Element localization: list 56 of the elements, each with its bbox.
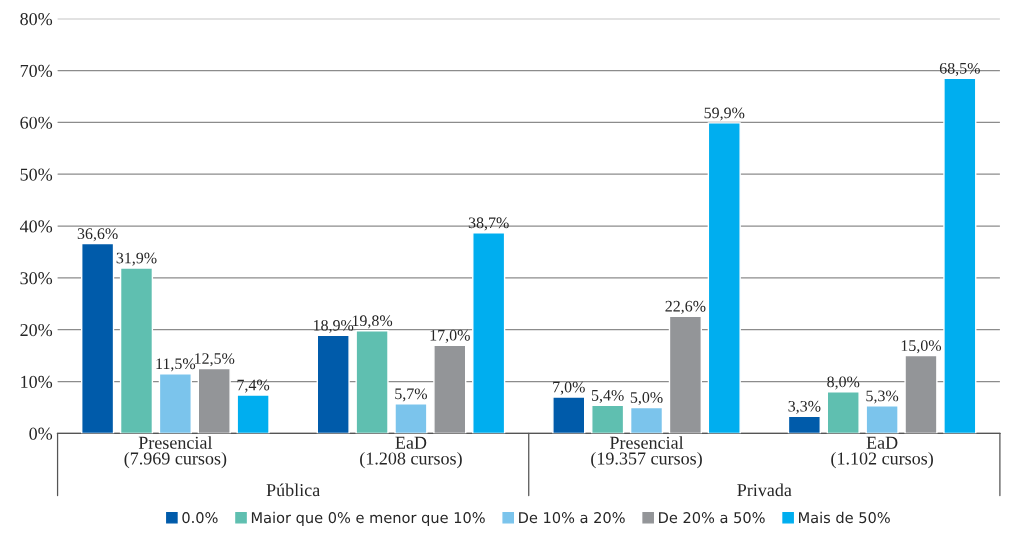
x-tick-label: Presencial (7.969 cursos): [124, 436, 227, 469]
x-tick-label: EaD (1.102 cursos): [831, 436, 933, 469]
bar: [552, 396, 586, 434]
data-label: 68,5%: [939, 62, 980, 76]
bar: [355, 330, 389, 434]
bar: [591, 404, 625, 434]
data-label: 19,8%: [352, 315, 393, 329]
data-label: 17,0%: [430, 329, 470, 343]
y-tick-label: 70%: [20, 64, 53, 78]
bar: [943, 77, 977, 434]
legend-label: 0.0%: [182, 512, 218, 524]
bar: [865, 405, 899, 434]
bar: [629, 406, 664, 434]
text: Privada: [737, 483, 792, 497]
text: Pública: [266, 483, 320, 497]
bar: [119, 267, 154, 434]
data-label: 5,4%: [591, 389, 624, 404]
data-label: 38,7%: [468, 217, 509, 231]
legend-label: Maior que 0% e menor que 10%: [251, 511, 485, 526]
y-tick-label: 20%: [20, 323, 53, 337]
data-label: 11,5%: [156, 358, 196, 372]
x-tick-label: EaD (1.208 cursos): [360, 436, 462, 469]
data-label: 5,0%: [630, 392, 663, 406]
data-label: 12,5%: [195, 353, 235, 367]
data-label: 18,9%: [313, 319, 354, 334]
bar: [394, 403, 428, 434]
y-tick-label: 30%: [20, 272, 53, 285]
bar: [787, 415, 821, 434]
y-tick-label: 50%: [20, 168, 53, 181]
y-tick-label: 60%: [20, 116, 53, 129]
data-label: 7,4%: [237, 379, 270, 393]
data-label: 22,6%: [665, 300, 706, 314]
data-label: 7,0%: [553, 381, 585, 395]
y-tick-label: 0%: [29, 427, 53, 440]
data-label: 36,6%: [77, 228, 118, 242]
bar: [707, 122, 741, 434]
y-tick-label: 80%: [20, 12, 53, 26]
bar: [316, 334, 350, 434]
data-label: 31,9%: [116, 252, 157, 266]
legend-label: De 20% a 50%: [659, 512, 765, 524]
bar: [472, 232, 506, 434]
legend-label: Mais de 50%: [799, 511, 890, 524]
y-tick-label: 40%: [19, 220, 53, 233]
legend-label: De 10% a 20%: [519, 512, 625, 524]
data-label: 5,3%: [866, 390, 899, 404]
bar: [158, 373, 192, 434]
bar: [81, 242, 115, 434]
x-tick-label: Presencial (19.357 cursos): [591, 436, 702, 469]
data-label: 5,7%: [395, 388, 428, 402]
data-label: 15,0%: [901, 340, 942, 354]
bar: [826, 391, 860, 434]
y-tick-label: 10%: [21, 375, 53, 389]
data-label: 3,3%: [788, 400, 821, 414]
data-label: 59,9%: [704, 107, 745, 121]
bar: [236, 394, 270, 434]
data-label: 8,0%: [827, 376, 860, 390]
